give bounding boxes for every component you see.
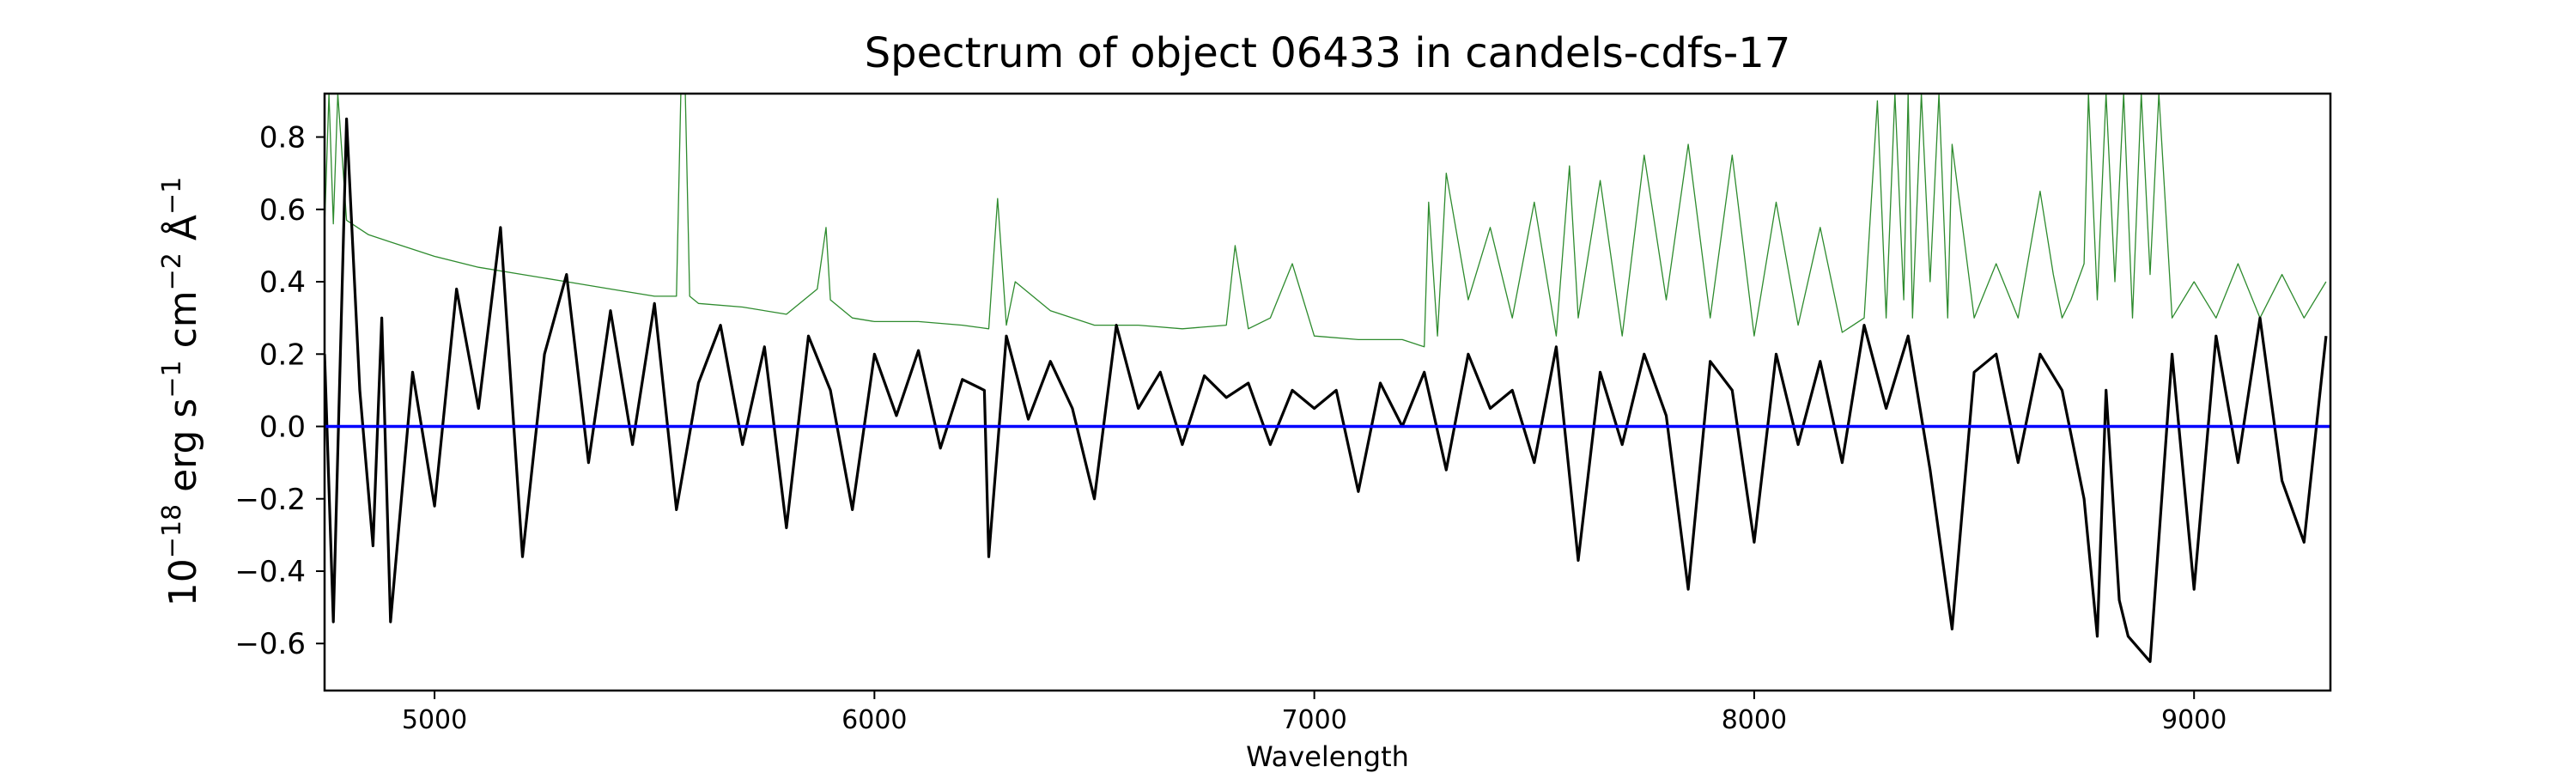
- y-tick-label: 0.2: [259, 338, 306, 372]
- y-tick-label: −0.2: [234, 483, 306, 517]
- x-tick-label: 8000: [1722, 705, 1787, 735]
- y-tick-label: 0.0: [259, 411, 306, 445]
- x-axis: 5000 6000 7000 8000 9000: [402, 691, 2227, 735]
- plot-frame: [323, 92, 2332, 692]
- y-tick-label: −0.6: [234, 627, 306, 661]
- x-axis-label: Wavelength: [1246, 740, 1409, 773]
- x-tick-label: 6000: [841, 705, 907, 735]
- x-tick-label: 9000: [2161, 705, 2227, 735]
- y-tick-label: 0.6: [259, 193, 306, 228]
- series-line-1: [325, 117, 2328, 663]
- y-axis-label: 10−18 erg s−1 cm−2 Å−1: [157, 177, 205, 606]
- x-tick-label: 7000: [1281, 705, 1346, 735]
- chart-title: Spectrum of object 06433 in candels-cdfs…: [865, 29, 1791, 77]
- series-layer: [325, 94, 2330, 663]
- x-tick-label: 5000: [402, 705, 467, 735]
- series-line-2: [325, 94, 2327, 348]
- y-axis: −0.6 −0.4 −0.2 0.0 0.2 0.4 0.6 0.8: [234, 121, 325, 661]
- y-tick-label: 0.8: [259, 121, 306, 155]
- y-tick-label: −0.4: [234, 555, 306, 589]
- y-tick-label: 0.4: [259, 265, 306, 300]
